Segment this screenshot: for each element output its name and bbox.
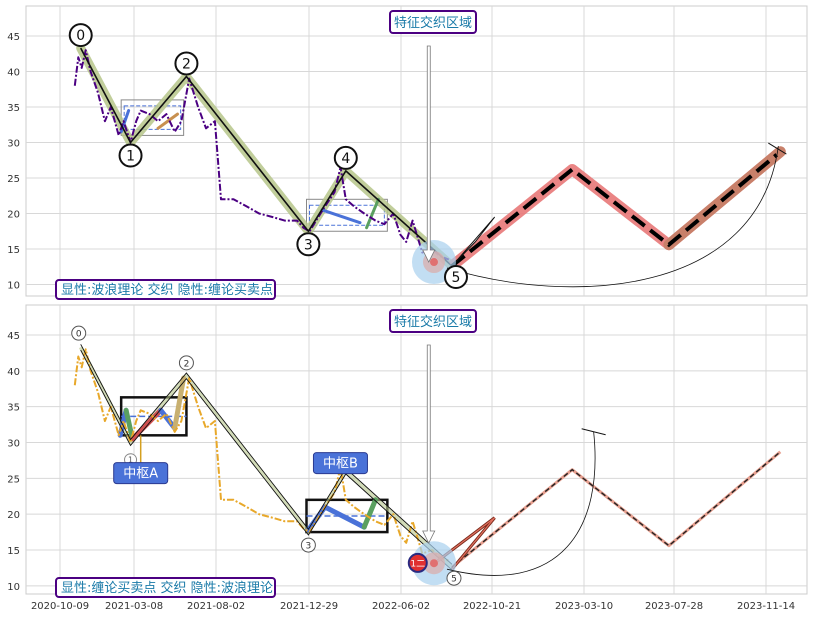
x-tick-label: 2021-12-29 xyxy=(280,601,338,612)
y-tick-label: 35 xyxy=(7,103,20,114)
legend-box xyxy=(55,279,276,300)
wave-point-label: 3 xyxy=(306,542,312,552)
y-tick-label: 25 xyxy=(7,474,20,485)
target-triangle-inner xyxy=(431,517,496,570)
legend-box xyxy=(55,577,276,598)
region-arrow xyxy=(422,45,436,263)
sub-segment xyxy=(365,197,380,230)
wave-point-marker xyxy=(118,143,143,168)
highlight-dot xyxy=(429,258,438,267)
region-title-box xyxy=(389,309,477,333)
y-tick-label: 10 xyxy=(7,582,20,593)
forecast-line xyxy=(450,150,782,268)
sub-segment xyxy=(172,375,187,431)
price-line xyxy=(73,348,450,562)
y-tick-label: 45 xyxy=(7,32,20,43)
wave-line xyxy=(80,344,453,565)
y-tick-label: 30 xyxy=(7,139,20,150)
wave-point-marker xyxy=(443,265,468,290)
legend-text: 显性:缠论买卖点 交织 隐性:波浪理论 xyxy=(61,580,273,596)
plot-area xyxy=(25,304,808,595)
y-tick-label: 45 xyxy=(7,331,20,342)
wave-line-inner xyxy=(80,349,453,571)
wave-point-label: 5 xyxy=(451,575,457,585)
x-tick-label: 2023-07-28 xyxy=(645,601,703,612)
wave-point-label: 2 xyxy=(182,56,191,72)
region-title: 特征交织区域 xyxy=(394,314,472,330)
projection-arc xyxy=(446,431,596,576)
sub-segment xyxy=(320,208,362,225)
sub-segment xyxy=(123,407,135,442)
wave-point-label: 1 xyxy=(126,149,135,165)
x-tick-label: 2023-03-10 xyxy=(555,601,613,612)
target-triangle xyxy=(451,216,496,267)
x-tick-label: 2022-10-21 xyxy=(463,601,521,612)
plot-area xyxy=(25,5,808,297)
zhongshu-label-box xyxy=(312,452,368,475)
y-tick-label: 15 xyxy=(7,245,20,256)
forecast-line xyxy=(451,451,781,568)
highlight-dot xyxy=(429,559,438,568)
sub-segment xyxy=(156,112,179,130)
buy-point-label: 1二 xyxy=(410,559,425,569)
y-tick-label: 25 xyxy=(7,174,20,185)
wave-point-marker xyxy=(178,355,194,371)
wave-point-label: 0 xyxy=(76,28,85,44)
y-tick-label: 40 xyxy=(7,367,20,378)
x-tick-label: 2021-03-08 xyxy=(105,601,163,612)
x-tick-label: 2021-08-02 xyxy=(187,601,245,612)
y-tick-label: 30 xyxy=(7,439,20,450)
zone-inner-box xyxy=(309,204,385,226)
y-tick-label: 20 xyxy=(7,210,20,221)
wave-point-marker xyxy=(296,232,321,257)
projection-cap xyxy=(768,142,787,155)
small-point-label: 1 xyxy=(128,456,133,465)
zone-inner-box xyxy=(123,105,182,130)
zhongshu-label-box xyxy=(113,462,169,485)
wave-point-marker xyxy=(333,145,358,170)
wave-point-marker xyxy=(71,325,87,341)
wave-point-marker xyxy=(446,570,462,586)
region-title: 特征交织区域 xyxy=(394,15,472,31)
price-line xyxy=(73,49,450,261)
x-axis: 2020-10-09 2021-03-08 2021-08-02 2021-12-29… xyxy=(31,601,795,612)
wave-line xyxy=(79,47,453,267)
wave-point-label: 0 xyxy=(76,330,82,340)
x-tick-label: 2022-06-02 xyxy=(372,601,430,612)
projection-arc xyxy=(446,145,779,288)
sub-segment xyxy=(361,497,378,530)
projection-cap xyxy=(581,428,606,436)
region-title-box xyxy=(389,10,477,34)
y-tick-label: 20 xyxy=(7,510,20,521)
y-tick-label: 10 xyxy=(7,281,20,292)
region-arrow xyxy=(422,344,436,544)
zhongshu-label: 中枢A xyxy=(123,467,158,482)
legend-text: 显性:波浪理论 交织 隐性:缠论买卖点 xyxy=(61,282,273,298)
wave-point-marker xyxy=(300,537,316,553)
wave-point-marker xyxy=(174,51,199,76)
buy-point-marker xyxy=(407,552,428,573)
zhongshu-label: 中枢B xyxy=(323,457,358,472)
wave-point-label: 4 xyxy=(341,151,350,167)
sub-segment xyxy=(158,407,178,431)
wave-point-label: 3 xyxy=(304,237,313,253)
x-tick-label: 2020-10-09 xyxy=(31,601,89,612)
x-tick-label: 2023-11-14 xyxy=(737,601,795,612)
wave-point-marker xyxy=(68,23,93,48)
y-tick-label: 15 xyxy=(7,546,20,557)
wave-point-label: 2 xyxy=(184,359,190,369)
y-tick-label: 35 xyxy=(7,403,20,414)
sub-segment xyxy=(322,504,367,530)
y-tick-label: 40 xyxy=(7,68,20,79)
wave-point-label: 5 xyxy=(452,270,461,286)
